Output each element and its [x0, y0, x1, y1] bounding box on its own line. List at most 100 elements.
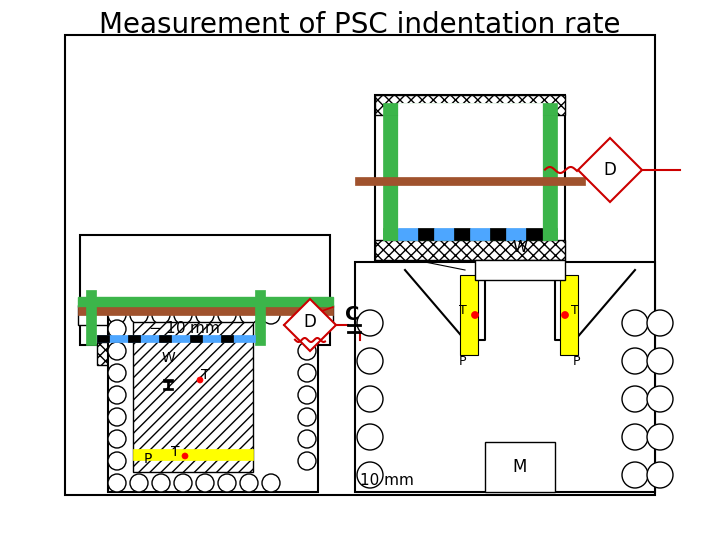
- Circle shape: [622, 386, 648, 412]
- Bar: [65, 35, 655, 495]
- Circle shape: [218, 474, 236, 492]
- Bar: [78, 305, 333, 325]
- Bar: [108, 307, 318, 492]
- Circle shape: [472, 312, 479, 319]
- Bar: [475, 260, 565, 280]
- Text: $-$ 10 mm: $-$ 10 mm: [148, 320, 220, 336]
- Circle shape: [108, 320, 126, 338]
- Text: Measurement of PSC indentation rate: Measurement of PSC indentation rate: [99, 11, 621, 39]
- Bar: [255, 290, 265, 345]
- Circle shape: [262, 474, 280, 492]
- Circle shape: [357, 386, 383, 412]
- Circle shape: [298, 408, 316, 426]
- Text: P: P: [459, 355, 467, 368]
- Text: P: P: [144, 452, 152, 466]
- Bar: [398, 228, 418, 240]
- Bar: [167, 380, 169, 388]
- Circle shape: [647, 462, 673, 488]
- Bar: [97, 335, 109, 342]
- Circle shape: [108, 408, 126, 426]
- Circle shape: [108, 342, 126, 360]
- Bar: [490, 228, 506, 240]
- Bar: [418, 228, 434, 240]
- Circle shape: [357, 310, 383, 336]
- Bar: [80, 235, 330, 345]
- Bar: [383, 103, 557, 115]
- Bar: [355, 262, 655, 492]
- Circle shape: [108, 364, 126, 382]
- Bar: [383, 115, 398, 240]
- Circle shape: [152, 474, 170, 492]
- Circle shape: [298, 452, 316, 470]
- Circle shape: [357, 424, 383, 450]
- Circle shape: [622, 310, 648, 336]
- Circle shape: [622, 462, 648, 488]
- Bar: [128, 335, 140, 342]
- Circle shape: [108, 306, 126, 324]
- Circle shape: [298, 320, 316, 338]
- Circle shape: [562, 312, 569, 319]
- Bar: [86, 290, 96, 345]
- Circle shape: [647, 386, 673, 412]
- Bar: [375, 95, 565, 260]
- Circle shape: [196, 306, 214, 324]
- Bar: [97, 342, 255, 365]
- Circle shape: [182, 453, 188, 459]
- Bar: [133, 449, 253, 460]
- Circle shape: [152, 306, 170, 324]
- Circle shape: [298, 342, 316, 360]
- Circle shape: [108, 430, 126, 448]
- Bar: [383, 228, 557, 240]
- Circle shape: [262, 306, 280, 324]
- Circle shape: [108, 452, 126, 470]
- Circle shape: [622, 348, 648, 374]
- Polygon shape: [284, 299, 336, 351]
- Circle shape: [240, 474, 258, 492]
- Bar: [221, 335, 233, 342]
- Circle shape: [357, 348, 383, 374]
- Text: T: T: [571, 303, 579, 316]
- Text: T: T: [459, 303, 467, 316]
- Bar: [78, 307, 333, 315]
- Circle shape: [218, 306, 236, 324]
- Text: C: C: [345, 306, 359, 325]
- Bar: [375, 95, 565, 115]
- Bar: [159, 335, 171, 342]
- Circle shape: [647, 348, 673, 374]
- Polygon shape: [578, 138, 642, 202]
- Circle shape: [622, 424, 648, 450]
- Text: T: T: [171, 445, 179, 459]
- Bar: [434, 228, 454, 240]
- Bar: [163, 388, 173, 390]
- Circle shape: [196, 474, 214, 492]
- Bar: [163, 379, 173, 382]
- Bar: [375, 240, 565, 260]
- Text: P: P: [573, 355, 581, 368]
- Circle shape: [130, 306, 148, 324]
- Text: W: W: [161, 351, 175, 365]
- Bar: [526, 228, 542, 240]
- Circle shape: [240, 306, 258, 324]
- Circle shape: [647, 310, 673, 336]
- Text: T: T: [201, 368, 210, 382]
- Bar: [133, 322, 253, 472]
- Circle shape: [298, 386, 316, 404]
- Bar: [355, 177, 585, 185]
- Circle shape: [298, 430, 316, 448]
- Text: D: D: [603, 161, 616, 179]
- Circle shape: [174, 306, 192, 324]
- Circle shape: [174, 474, 192, 492]
- Text: M: M: [513, 458, 527, 476]
- Bar: [460, 275, 478, 355]
- Text: W: W: [513, 240, 528, 255]
- Bar: [97, 335, 255, 342]
- Circle shape: [108, 474, 126, 492]
- Bar: [190, 335, 202, 342]
- Bar: [485, 442, 555, 492]
- Bar: [398, 103, 542, 228]
- Bar: [506, 228, 526, 240]
- Circle shape: [357, 462, 383, 488]
- Circle shape: [197, 377, 203, 383]
- Bar: [454, 228, 470, 240]
- Circle shape: [130, 474, 148, 492]
